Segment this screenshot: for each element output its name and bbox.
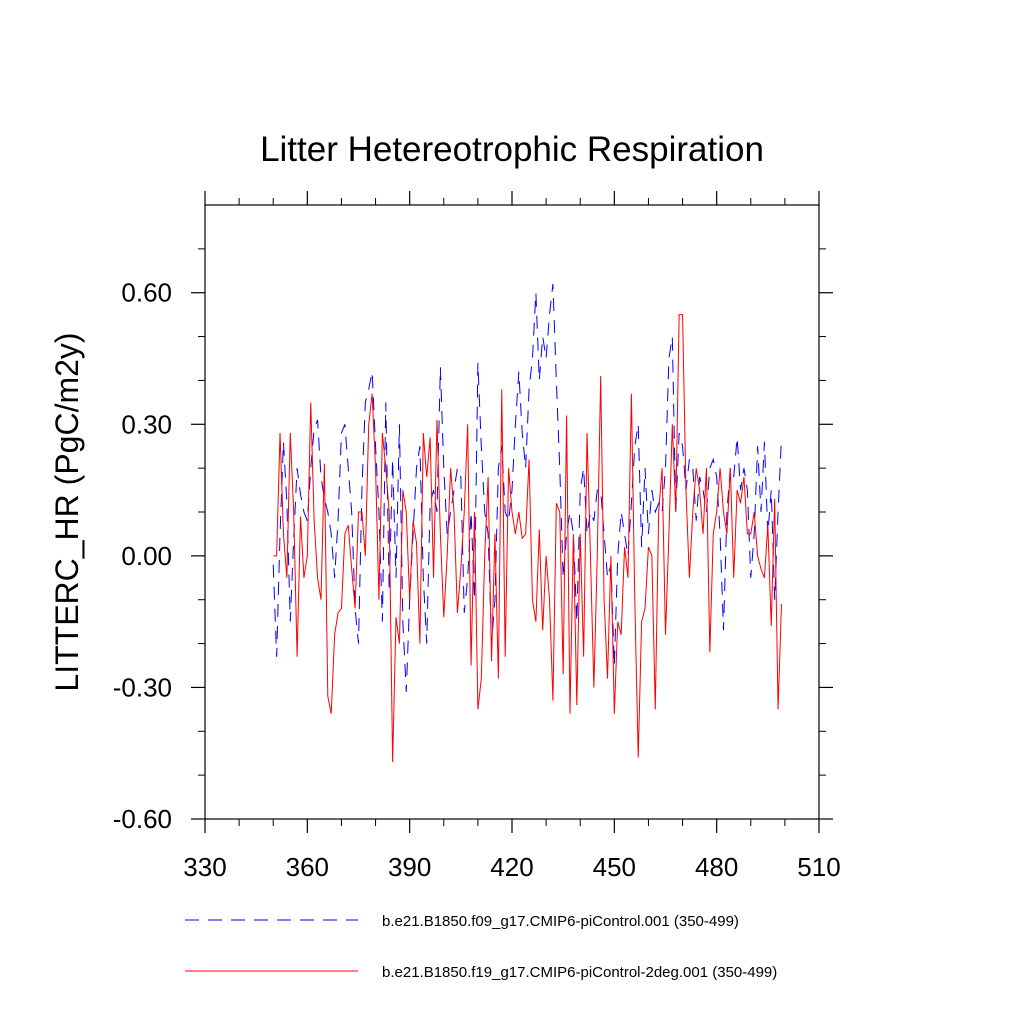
- x-tick-label: 330: [183, 852, 226, 882]
- axis-ticks: [191, 191, 833, 833]
- legend-label-1: b.e21.B1850.f09_g17.CMIP6-piControl.001 …: [382, 913, 739, 930]
- y-tick-label: 0.00: [121, 541, 172, 571]
- series-lines: [272, 283, 782, 763]
- x-tick-labels: 330 360 390 420 450 480 510: [183, 852, 840, 882]
- x-tick-label: 450: [593, 852, 636, 882]
- chart-title: Litter Hetereotrophic Respiration: [260, 130, 764, 169]
- y-tick-label: 0.30: [121, 409, 172, 439]
- y-tick-labels: -0.60 -0.30 0.00 0.30 0.60: [113, 278, 172, 834]
- y-tick-label: -0.30: [113, 672, 172, 702]
- y-tick-label: -0.60: [113, 804, 172, 834]
- legend-label-2: b.e21.B1850.f19_g17.CMIP6-piControl-2deg…: [382, 964, 777, 981]
- y-axis-label: LITTERC_HR (PgC/m2y): [49, 332, 85, 691]
- x-tick-label: 420: [490, 852, 533, 882]
- series-line-1: [272, 283, 782, 692]
- x-tick-label: 480: [695, 852, 738, 882]
- legend: b.e21.B1850.f09_g17.CMIP6-piControl.001 …: [185, 913, 777, 981]
- x-tick-label: 510: [797, 852, 840, 882]
- x-tick-label: 390: [388, 852, 431, 882]
- series-line-2: [273, 314, 782, 763]
- y-tick-label: 0.60: [121, 278, 172, 308]
- x-tick-label: 360: [286, 852, 329, 882]
